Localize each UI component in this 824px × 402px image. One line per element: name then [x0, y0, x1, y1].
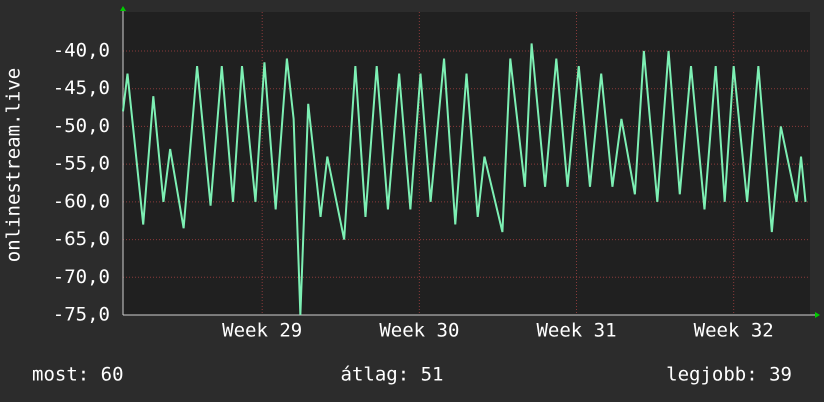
- y-axis-label: onlinestream.live: [3, 68, 25, 262]
- y-tick-label: -45,0: [53, 77, 110, 99]
- footer-current: most: 60: [32, 364, 124, 386]
- footer-average: átlag: 51: [341, 364, 444, 386]
- y-tick-label: -50,0: [53, 115, 110, 137]
- y-tick-label: -40,0: [53, 40, 110, 62]
- footer-best: legjobb: 39: [666, 364, 792, 386]
- axis-arrow: [815, 312, 820, 318]
- y-tick-label: -60,0: [53, 190, 110, 212]
- x-tick-label: Week 31: [536, 320, 616, 342]
- y-tick-label: -70,0: [53, 266, 110, 288]
- axis-arrow: [120, 6, 126, 11]
- plot-area: [123, 12, 810, 315]
- y-tick-label: -75,0: [53, 304, 110, 326]
- data-line: [122, 43, 807, 316]
- y-tick-label: -55,0: [53, 153, 110, 175]
- x-tick-label: Week 30: [379, 320, 459, 342]
- x-tick-label: Week 32: [694, 320, 774, 342]
- x-tick-label: Week 29: [222, 320, 302, 342]
- y-tick-label: -65,0: [53, 228, 110, 250]
